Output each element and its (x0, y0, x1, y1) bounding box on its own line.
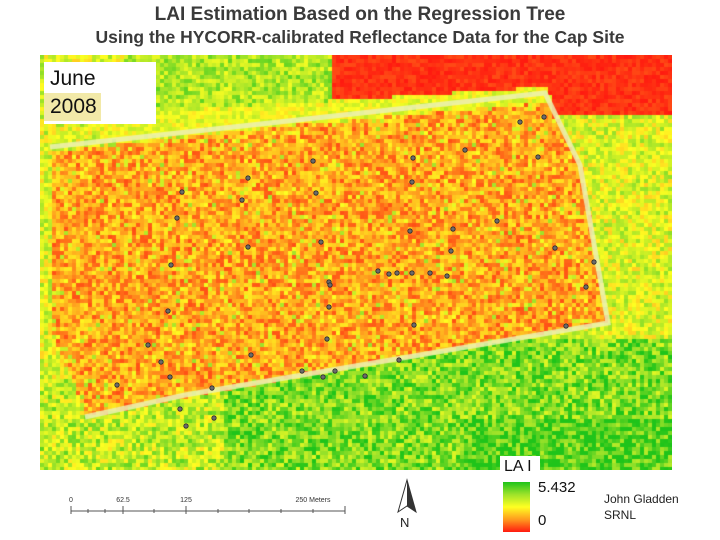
sample-point-marker (362, 373, 368, 379)
sample-point-marker (179, 189, 185, 195)
scale-tick-label: 250 Meters (295, 497, 331, 504)
scale-bar-labels: 0 62.5 125 250 Meters (40, 497, 360, 511)
scale-tick-label: 0 (69, 497, 73, 504)
sample-point-marker (386, 271, 392, 277)
sample-point-marker (145, 342, 151, 348)
sample-point-marker (394, 270, 400, 276)
title-line-2: Using the HYCORR-calibrated Reflectance … (95, 27, 625, 47)
sample-point-marker (177, 406, 183, 412)
credit-name: John Gladden (604, 492, 679, 506)
sample-point-marker (299, 368, 305, 374)
sample-point-marker (409, 179, 415, 185)
date-year: 2008 (44, 93, 101, 121)
north-arrow-label: N (400, 515, 410, 530)
sample-point-marker (245, 244, 251, 250)
sample-point-marker (158, 359, 164, 365)
sample-point-marker (407, 228, 413, 234)
sample-point-marker (248, 352, 254, 358)
lai-raster-map (40, 55, 672, 470)
sample-point-marker (409, 270, 415, 276)
sample-point-marker (168, 262, 174, 268)
scale-bar (70, 506, 346, 514)
sample-point-marker (183, 423, 189, 429)
sample-point-marker (245, 175, 251, 181)
sample-point-marker (375, 268, 381, 274)
legend-color-ramp (503, 482, 530, 532)
north-arrow-icon (397, 478, 417, 514)
sample-point-marker (310, 158, 316, 164)
sample-point-marker (239, 197, 245, 203)
sample-point-marker (517, 119, 523, 125)
scale-tick-label: 62.5 (116, 497, 130, 504)
sample-point-marker (494, 218, 500, 224)
title-line-1: LAI Estimation Based on the Regression T… (154, 4, 566, 25)
sample-point-marker (174, 215, 180, 221)
sample-point-marker (563, 323, 569, 329)
sample-point-marker (320, 374, 326, 380)
sample-point-marker (313, 190, 319, 196)
credit-org: SRNL (604, 508, 637, 522)
scale-tick-label: 125 (180, 497, 192, 504)
lai-raster-canvas (40, 55, 672, 470)
sample-point-marker (410, 155, 416, 161)
map-title: LAI Estimation Based on the Regression T… (0, 4, 720, 48)
date-month: June (50, 67, 96, 90)
sample-point-marker (462, 147, 468, 153)
legend-max-value: 5.432 (538, 479, 576, 496)
sample-point-marker (327, 282, 333, 288)
sample-point-marker (583, 284, 589, 290)
sample-point-marker (318, 239, 324, 245)
sample-point-marker (396, 357, 402, 363)
sample-point-marker (448, 248, 454, 254)
sample-point-marker (165, 308, 171, 314)
sample-point-marker (535, 154, 541, 160)
sample-point-marker (450, 226, 456, 232)
credit: John Gladden SRNL (604, 491, 679, 523)
sample-point-marker (332, 368, 338, 374)
legend-title: LA I (504, 458, 532, 475)
sample-point-marker (167, 374, 173, 380)
date-label: June 2008 (44, 62, 156, 124)
sample-point-marker (211, 415, 217, 421)
sample-point-marker (324, 336, 330, 342)
sample-point-marker (326, 304, 332, 310)
legend-min-value: 0 (538, 512, 547, 529)
sample-point-marker (209, 385, 215, 391)
sample-point-marker (552, 245, 558, 251)
sample-point-marker (411, 322, 417, 328)
sample-point-marker (114, 382, 120, 388)
sample-point-marker (427, 270, 433, 276)
sample-point-marker (444, 273, 450, 279)
sample-point-marker (591, 259, 597, 265)
sample-point-marker (541, 114, 547, 120)
sample-points-layer (114, 114, 597, 429)
